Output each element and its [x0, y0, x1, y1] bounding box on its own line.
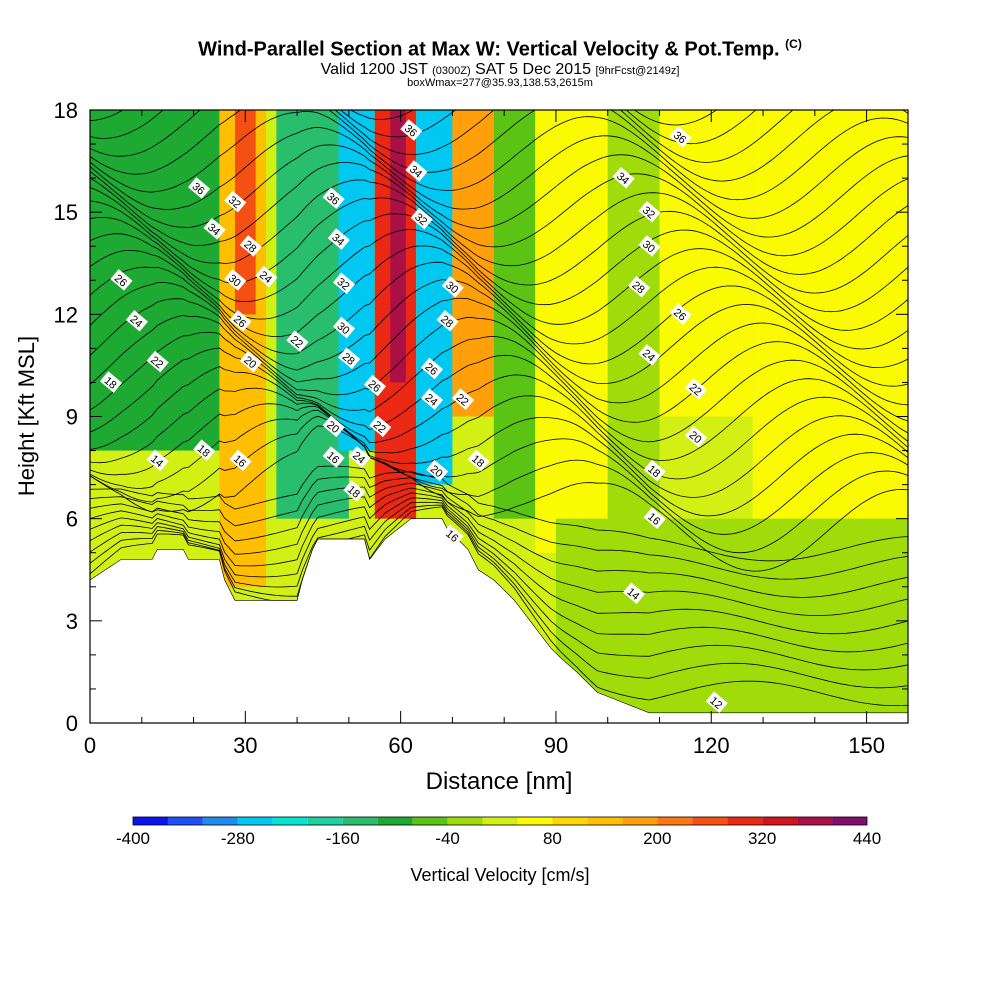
- colorbar-tick-label--40: -40: [435, 829, 460, 848]
- isotherm-line-19: [90, 279, 908, 387]
- isotherm-line-9: [90, 425, 908, 572]
- isotherm-line-15: [90, 347, 908, 461]
- colorbar-tick-label--400: -400: [116, 829, 150, 848]
- colorbar-swatch-17: [727, 817, 763, 825]
- y-axis-label: Height [Kft MSL]: [14, 336, 39, 496]
- colorbar-swatch-4: [272, 817, 308, 825]
- colorbar-swatch-0: [133, 817, 168, 825]
- velocity-region-12: [607, 110, 660, 553]
- isotherm-line-11: [90, 409, 908, 535]
- x-axis-label: Distance [nm]: [426, 768, 573, 795]
- x-tick-label-150: 150: [848, 733, 885, 758]
- colorbar-label: Vertical Velocity [cm/s]: [410, 865, 589, 885]
- colorbar-tick-label-80: 80: [543, 829, 562, 848]
- valid-utc: (0300Z): [432, 65, 471, 77]
- colorbar-swatch-8: [412, 817, 448, 825]
- colorbar-swatch-15: [657, 817, 693, 825]
- colorbar-swatch-9: [447, 817, 483, 825]
- colorbar-swatch-18: [762, 817, 798, 825]
- colorbar-swatch-13: [587, 817, 623, 825]
- y-tick-label-9: 9: [66, 405, 78, 430]
- colorbar-swatch-7: [377, 817, 413, 825]
- colorbar-tick-label-440: 440: [853, 829, 881, 848]
- colorbar-swatch-14: [622, 817, 658, 825]
- colorbar-frame: [132, 816, 868, 826]
- forecast-info: [9hrFcst@2149z]: [595, 65, 680, 77]
- isotherm-line-23: [90, 213, 908, 313]
- x-tick-label-90: 90: [544, 733, 568, 758]
- isotherm-line-1: [90, 504, 908, 689]
- isotherm-line-27: [90, 144, 908, 238]
- isotherm-line-14: [90, 366, 908, 480]
- isotherm-line-17: [90, 314, 908, 423]
- x-tick-label-120: 120: [693, 733, 730, 758]
- velocity-region-15: [555, 518, 908, 713]
- colorbar-swatch-20: [832, 817, 867, 825]
- x-tick-label-60: 60: [388, 733, 412, 758]
- isotherm-line-4: [90, 492, 908, 635]
- isotherm-line-20: [90, 261, 908, 369]
- isotherm-line-25: [90, 179, 908, 275]
- colorbar-swatch-12: [552, 817, 588, 825]
- colorbar-tick-label--280: -280: [221, 829, 255, 848]
- y-tick-label-18: 18: [54, 98, 78, 123]
- velocity-region-8: [416, 110, 453, 485]
- x-tick-label-0: 0: [84, 733, 96, 758]
- colorbar-swatch-16: [692, 817, 728, 825]
- isotherm-line-8: [90, 465, 908, 562]
- isotherm-line-10: [90, 415, 908, 554]
- colorbar-tick-label-320: 320: [748, 829, 776, 848]
- y-tick-label-0: 0: [66, 711, 78, 736]
- colorbar-swatch-11: [517, 817, 553, 825]
- velocity-region-10: [493, 110, 536, 519]
- isotherm-line-13: [90, 387, 908, 498]
- colorbar: -400 -280 -160 -40 80 200 320 440: [116, 816, 881, 848]
- colorbar-swatch-19: [797, 817, 833, 825]
- colorbar-tick-label--160: -160: [326, 829, 360, 848]
- velocity-region-11: [535, 110, 608, 553]
- isotherm-line-18: [90, 297, 908, 406]
- y-tick-label-3: 3: [66, 609, 78, 634]
- title-copyright: (C): [785, 37, 802, 51]
- isotherm-line-6: [90, 482, 908, 598]
- y-tick-label-6: 6: [66, 507, 78, 532]
- isotherm-line-26: [90, 161, 908, 257]
- chart-title: Wind-Parallel Section at Max W: Vertical…: [0, 37, 1000, 62]
- colorbar-swatch-2: [202, 817, 238, 825]
- isotherm-line-21: [90, 245, 908, 350]
- colorbar-swatch-3: [237, 817, 273, 825]
- colorbar-swatch-10: [482, 817, 518, 825]
- velocity-region-4: [276, 110, 349, 519]
- velocity-region-3: [234, 110, 256, 315]
- isotherm-line-30: [90, 110, 908, 182]
- isotherm-line-16: [90, 331, 908, 443]
- y-tick-label-12: 12: [54, 302, 78, 327]
- isotherm-line-2: [90, 501, 908, 671]
- colorbar-swatch-1: [167, 817, 203, 825]
- terrain-mask: [89, 518, 909, 724]
- colorbar-swatch-5: [307, 817, 343, 825]
- colorbar-swatch-6: [342, 817, 378, 825]
- colorbar-tick-label-200: 200: [643, 829, 671, 848]
- isotherm-line-0: [90, 506, 908, 706]
- isotherm-line-28: [90, 126, 908, 219]
- valid-prefix: Valid 1200 JST: [320, 61, 428, 78]
- x-tick-label-30: 30: [233, 733, 257, 758]
- isotherm-line-31: [90, 110, 794, 163]
- isotherm-line-3: [90, 497, 908, 653]
- isotherm-line-5: [90, 487, 908, 616]
- box-info: boxWmax=277@35.93,138.53,2615m: [407, 77, 593, 89]
- velocity-region-9: [452, 110, 494, 417]
- isotherm-line-12: [90, 403, 908, 517]
- y-tick-label-15: 15: [54, 200, 78, 225]
- valid-date: SAT 5 Dec 2015: [475, 61, 591, 78]
- velocity-region-13: [659, 110, 753, 417]
- isotherm-line-22: [90, 228, 908, 331]
- isotherm-line-7: [90, 476, 908, 580]
- isotherm-line-29: [90, 111, 908, 201]
- title-main: Wind-Parallel Section at Max W: Vertical…: [198, 38, 780, 61]
- isotherm-line-24: [90, 197, 908, 294]
- chart-subtitle: Valid 1200 JST (0300Z) SAT 5 Dec 2015 [9…: [0, 61, 1000, 79]
